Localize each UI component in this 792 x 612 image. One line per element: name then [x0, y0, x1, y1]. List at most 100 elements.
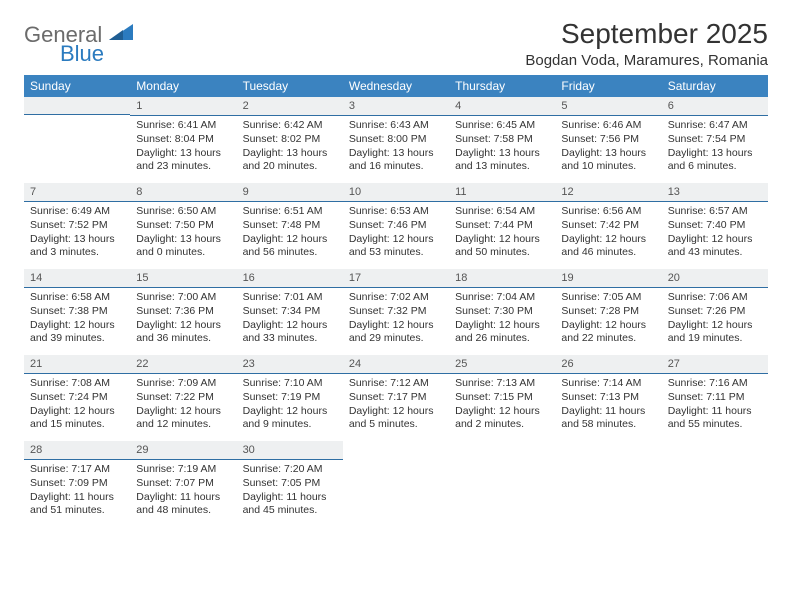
sunrise-text: Sunrise: 6:43 AM: [349, 119, 443, 133]
calendar-cell: 25Sunrise: 7:13 AMSunset: 7:15 PMDayligh…: [449, 355, 555, 441]
day-details: Sunrise: 7:14 AMSunset: 7:13 PMDaylight:…: [555, 374, 661, 436]
day-details: Sunrise: 6:45 AMSunset: 7:58 PMDaylight:…: [449, 116, 555, 178]
sunrise-text: Sunrise: 7:13 AM: [455, 377, 549, 391]
sunset-text: Sunset: 8:00 PM: [349, 133, 443, 147]
calendar-cell: 13Sunrise: 6:57 AMSunset: 7:40 PMDayligh…: [662, 183, 768, 269]
day-number: 15: [130, 269, 236, 288]
calendar-cell: 9Sunrise: 6:51 AMSunset: 7:48 PMDaylight…: [237, 183, 343, 269]
calendar-cell: 12Sunrise: 6:56 AMSunset: 7:42 PMDayligh…: [555, 183, 661, 269]
daylight-text: Daylight: 11 hours and 55 minutes.: [668, 405, 762, 432]
sunrise-text: Sunrise: 7:04 AM: [455, 291, 549, 305]
daylight-text: Daylight: 13 hours and 6 minutes.: [668, 147, 762, 174]
sunset-text: Sunset: 7:26 PM: [668, 305, 762, 319]
daylight-text: Daylight: 12 hours and 43 minutes.: [668, 233, 762, 260]
calendar-cell: 15Sunrise: 7:00 AMSunset: 7:36 PMDayligh…: [130, 269, 236, 355]
brand-word2: Blue: [60, 43, 135, 65]
day-number: 2: [237, 97, 343, 116]
day-number: 28: [24, 441, 130, 460]
day-details: Sunrise: 7:00 AMSunset: 7:36 PMDaylight:…: [130, 288, 236, 350]
calendar-cell: 16Sunrise: 7:01 AMSunset: 7:34 PMDayligh…: [237, 269, 343, 355]
calendar-row: 21Sunrise: 7:08 AMSunset: 7:24 PMDayligh…: [24, 355, 768, 441]
sunset-text: Sunset: 7:13 PM: [561, 391, 655, 405]
sunrise-text: Sunrise: 6:58 AM: [30, 291, 124, 305]
sunrise-text: Sunrise: 7:08 AM: [30, 377, 124, 391]
sunset-text: Sunset: 7:22 PM: [136, 391, 230, 405]
sunset-text: Sunset: 7:09 PM: [30, 477, 124, 491]
day-number: 11: [449, 183, 555, 202]
sunset-text: Sunset: 7:28 PM: [561, 305, 655, 319]
sunrise-text: Sunrise: 6:53 AM: [349, 205, 443, 219]
day-number: 13: [662, 183, 768, 202]
day-details: Sunrise: 7:17 AMSunset: 7:09 PMDaylight:…: [24, 460, 130, 522]
day-number: 5: [555, 97, 661, 116]
day-number: 20: [662, 269, 768, 288]
month-title: September 2025: [525, 18, 768, 50]
calendar-cell: 5Sunrise: 6:46 AMSunset: 7:56 PMDaylight…: [555, 97, 661, 183]
day-number: 12: [555, 183, 661, 202]
calendar-cell: [449, 441, 555, 531]
sunset-text: Sunset: 7:19 PM: [243, 391, 337, 405]
calendar-cell: 3Sunrise: 6:43 AMSunset: 8:00 PMDaylight…: [343, 97, 449, 183]
calendar-cell: 29Sunrise: 7:19 AMSunset: 7:07 PMDayligh…: [130, 441, 236, 531]
calendar-body: 1Sunrise: 6:41 AMSunset: 8:04 PMDaylight…: [24, 97, 768, 531]
sunset-text: Sunset: 7:38 PM: [30, 305, 124, 319]
day-details: Sunrise: 7:13 AMSunset: 7:15 PMDaylight:…: [449, 374, 555, 436]
day-details: Sunrise: 6:50 AMSunset: 7:50 PMDaylight:…: [130, 202, 236, 264]
day-details: Sunrise: 6:43 AMSunset: 8:00 PMDaylight:…: [343, 116, 449, 178]
sunrise-text: Sunrise: 6:50 AM: [136, 205, 230, 219]
sunset-text: Sunset: 7:05 PM: [243, 477, 337, 491]
sunset-text: Sunset: 7:15 PM: [455, 391, 549, 405]
sunrise-text: Sunrise: 7:01 AM: [243, 291, 337, 305]
calendar-cell: [343, 441, 449, 531]
day-number: 16: [237, 269, 343, 288]
day-number: 8: [130, 183, 236, 202]
day-details: Sunrise: 6:51 AMSunset: 7:48 PMDaylight:…: [237, 202, 343, 264]
title-block: September 2025 Bogdan Voda, Maramures, R…: [525, 18, 768, 69]
day-details: Sunrise: 7:10 AMSunset: 7:19 PMDaylight:…: [237, 374, 343, 436]
calendar-cell: 22Sunrise: 7:09 AMSunset: 7:22 PMDayligh…: [130, 355, 236, 441]
day-header: Tuesday: [237, 75, 343, 97]
sunset-text: Sunset: 7:42 PM: [561, 219, 655, 233]
calendar-cell: [24, 97, 130, 183]
daylight-text: Daylight: 12 hours and 5 minutes.: [349, 405, 443, 432]
sunrise-text: Sunrise: 7:10 AM: [243, 377, 337, 391]
calendar-cell: 11Sunrise: 6:54 AMSunset: 7:44 PMDayligh…: [449, 183, 555, 269]
calendar-cell: 8Sunrise: 6:50 AMSunset: 7:50 PMDaylight…: [130, 183, 236, 269]
sunset-text: Sunset: 7:54 PM: [668, 133, 762, 147]
sunrise-text: Sunrise: 7:06 AM: [668, 291, 762, 305]
day-number: 22: [130, 355, 236, 374]
calendar-cell: 10Sunrise: 6:53 AMSunset: 7:46 PMDayligh…: [343, 183, 449, 269]
daylight-text: Daylight: 12 hours and 50 minutes.: [455, 233, 549, 260]
day-details: Sunrise: 6:42 AMSunset: 8:02 PMDaylight:…: [237, 116, 343, 178]
day-header: Wednesday: [343, 75, 449, 97]
sunset-text: Sunset: 7:50 PM: [136, 219, 230, 233]
daylight-text: Daylight: 12 hours and 19 minutes.: [668, 319, 762, 346]
day-number: 25: [449, 355, 555, 374]
daylight-text: Daylight: 12 hours and 39 minutes.: [30, 319, 124, 346]
day-number: 21: [24, 355, 130, 374]
sunrise-text: Sunrise: 7:17 AM: [30, 463, 124, 477]
page-header: General Blue September 2025 Bogdan Voda,…: [24, 18, 768, 69]
sunset-text: Sunset: 7:58 PM: [455, 133, 549, 147]
daylight-text: Daylight: 13 hours and 3 minutes.: [30, 233, 124, 260]
calendar-cell: 6Sunrise: 6:47 AMSunset: 7:54 PMDaylight…: [662, 97, 768, 183]
sunset-text: Sunset: 7:34 PM: [243, 305, 337, 319]
calendar-cell: 24Sunrise: 7:12 AMSunset: 7:17 PMDayligh…: [343, 355, 449, 441]
calendar-cell: 30Sunrise: 7:20 AMSunset: 7:05 PMDayligh…: [237, 441, 343, 531]
day-number: 27: [662, 355, 768, 374]
sunset-text: Sunset: 7:07 PM: [136, 477, 230, 491]
sunset-text: Sunset: 7:46 PM: [349, 219, 443, 233]
day-header: Monday: [130, 75, 236, 97]
sunrise-text: Sunrise: 6:47 AM: [668, 119, 762, 133]
daylight-text: Daylight: 11 hours and 48 minutes.: [136, 491, 230, 518]
day-number: 9: [237, 183, 343, 202]
sunrise-text: Sunrise: 7:00 AM: [136, 291, 230, 305]
day-details: Sunrise: 7:01 AMSunset: 7:34 PMDaylight:…: [237, 288, 343, 350]
day-details: Sunrise: 6:41 AMSunset: 8:04 PMDaylight:…: [130, 116, 236, 178]
calendar-cell: 7Sunrise: 6:49 AMSunset: 7:52 PMDaylight…: [24, 183, 130, 269]
day-number: 14: [24, 269, 130, 288]
calendar-cell: 4Sunrise: 6:45 AMSunset: 7:58 PMDaylight…: [449, 97, 555, 183]
sunset-text: Sunset: 7:17 PM: [349, 391, 443, 405]
brand-logo: General Blue: [24, 18, 135, 65]
daylight-text: Daylight: 12 hours and 12 minutes.: [136, 405, 230, 432]
